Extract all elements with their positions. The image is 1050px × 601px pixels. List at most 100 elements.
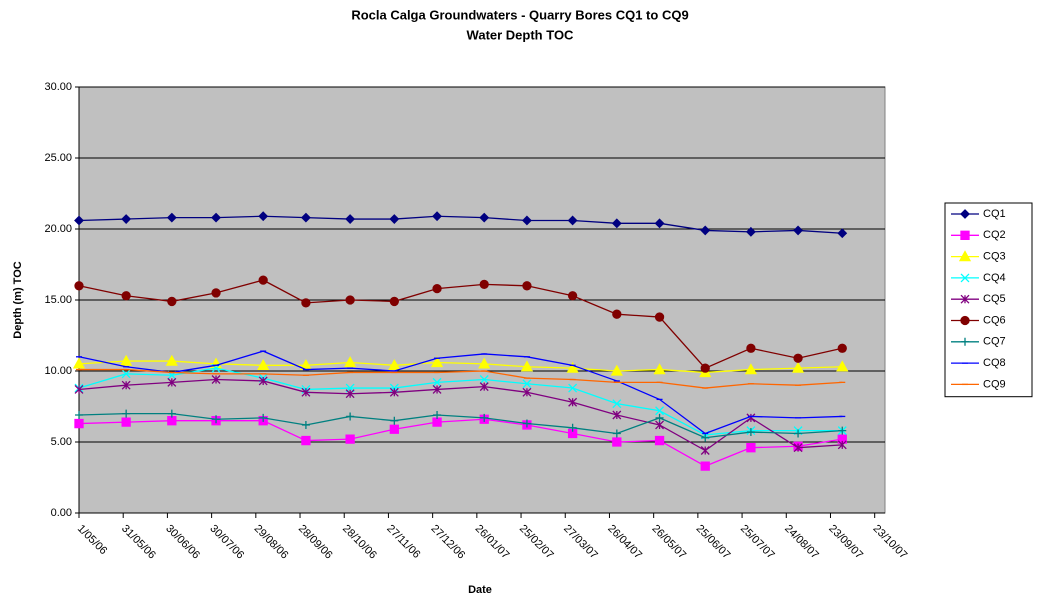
- x-tick-label: 27/12/06: [428, 523, 467, 562]
- data-point: [74, 281, 84, 291]
- data-point: [745, 226, 756, 237]
- data-point: [301, 420, 310, 429]
- x-tick-label: 29/08/06: [252, 523, 291, 562]
- data-point: [479, 212, 490, 223]
- legend-marker: [960, 273, 970, 283]
- x-tick-label: 25/07/07: [738, 523, 777, 562]
- data-point: [74, 385, 84, 394]
- legend: CQ1 CQ2 CQ3 CQ4 CQ5 CQ6 CQ7 CQ8 CQ9: [944, 202, 1033, 398]
- data-point: [478, 357, 491, 369]
- series-line: [78, 367, 843, 436]
- chart-subtitle: Water Depth TOC: [467, 27, 575, 42]
- data-point: [700, 225, 711, 236]
- x-tick-label: 26/01/07: [473, 523, 512, 562]
- data-point: [345, 214, 356, 224]
- legend-label: CQ3: [983, 251, 1006, 263]
- x-tick-label: 28/10/06: [340, 523, 379, 562]
- data-point: [389, 214, 400, 224]
- legend-label: CQ7: [983, 336, 1006, 348]
- data-point: [121, 369, 131, 379]
- data-point: [72, 357, 86, 369]
- x-tick-label: 27/03/07: [561, 523, 600, 562]
- data-point: [520, 360, 534, 372]
- data-point: [837, 343, 847, 353]
- data-point: [654, 312, 665, 322]
- data-point: [654, 435, 665, 446]
- data-point: [838, 426, 847, 435]
- data-point: [167, 416, 177, 426]
- legend-label: CQ9: [983, 378, 1006, 390]
- data-point: [612, 410, 622, 420]
- data-point: [480, 413, 489, 422]
- x-tick-label: 24/08/07: [782, 523, 821, 562]
- data-point: [655, 413, 664, 422]
- data-point: [522, 215, 532, 226]
- data-point: [389, 296, 399, 307]
- data-point: [301, 435, 311, 446]
- data-point: [212, 415, 221, 424]
- data-point: [568, 397, 578, 407]
- legend-marker: [960, 230, 970, 240]
- data-point: [300, 212, 311, 223]
- data-point: [700, 446, 710, 455]
- data-point: [568, 423, 577, 432]
- data-point: [121, 380, 131, 390]
- data-point: [653, 363, 666, 375]
- data-point: [522, 281, 532, 291]
- data-point: [612, 309, 622, 319]
- data-point: [74, 418, 84, 429]
- data-point: [258, 211, 269, 222]
- data-point: [611, 218, 622, 229]
- series-line: [78, 378, 843, 452]
- y-tick-label: 5.00: [51, 436, 72, 448]
- data-point: [346, 412, 355, 421]
- data-point: [793, 353, 803, 363]
- legend-marker: [960, 209, 970, 219]
- data-point: [258, 275, 268, 285]
- x-tick-label: 26/05/07: [649, 523, 688, 562]
- x-tick-label: 23/10/07: [871, 523, 910, 562]
- x-tick-label: 30/07/06: [207, 523, 246, 562]
- data-point: [612, 437, 622, 447]
- data-point: [700, 461, 710, 471]
- series-line: [78, 350, 843, 435]
- legend-marker: [961, 337, 969, 346]
- data-point: [655, 420, 665, 430]
- data-point: [432, 377, 442, 387]
- data-point: [654, 218, 665, 229]
- legend-label: CQ4: [983, 272, 1006, 284]
- x-tick-label: 27/11/06: [384, 523, 422, 561]
- x-tick-label: 26/04/07: [605, 523, 644, 562]
- y-tick-label: 30.00: [44, 81, 72, 93]
- data-point: [167, 377, 177, 387]
- series-line: [78, 418, 843, 467]
- y-tick-label: 0.00: [51, 507, 72, 519]
- data-point: [655, 406, 665, 416]
- x-tick-label: 31/05/06: [119, 523, 158, 562]
- data-point: [479, 382, 489, 392]
- y-tick-label: 25.00: [44, 152, 72, 164]
- data-point: [167, 409, 176, 418]
- data-point: [522, 387, 532, 397]
- data-point: [389, 383, 399, 393]
- data-point: [700, 363, 710, 373]
- data-point: [837, 440, 847, 450]
- data-point: [432, 211, 442, 222]
- data-point: [211, 212, 221, 223]
- data-point: [522, 379, 532, 389]
- data-point: [837, 228, 848, 239]
- data-point: [390, 416, 399, 425]
- data-point: [166, 212, 177, 223]
- data-point: [612, 399, 622, 409]
- data-point: [345, 295, 355, 305]
- data-point: [793, 225, 803, 236]
- x-tick-label: 28/09/06: [296, 523, 335, 562]
- data-point: [566, 361, 579, 373]
- data-point: [610, 364, 623, 376]
- y-axis-label: Depth (m) TOC: [12, 261, 24, 338]
- legend-marker: [958, 250, 972, 262]
- legend-marker: [960, 315, 970, 326]
- series-line: [78, 360, 843, 374]
- x-tick-label: 25/02/07: [517, 523, 556, 562]
